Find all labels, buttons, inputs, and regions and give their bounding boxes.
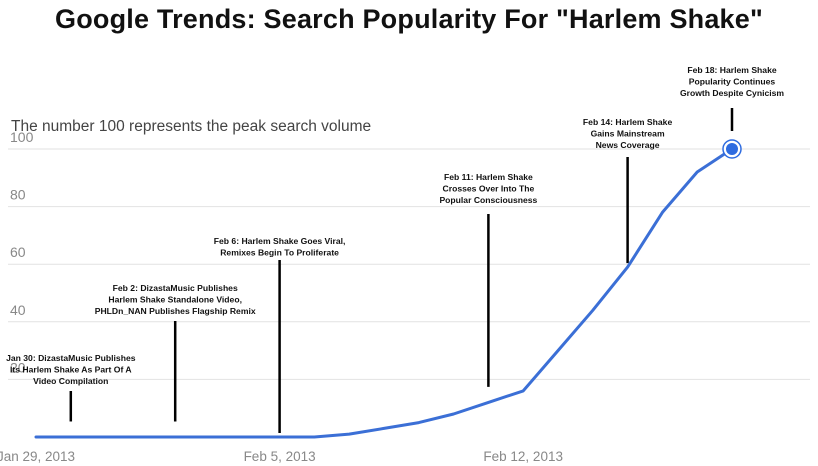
peak-marker-point: [726, 143, 738, 155]
annotation-text: PHLDn_NAN Publishes Flagship Remix: [95, 306, 256, 316]
y-axis-ticks: 20 40 60 80 100: [10, 129, 34, 375]
y-tick-label: 40: [10, 302, 26, 318]
grid-lines: [8, 148, 810, 380]
annotation-text: Growth Despite Cynicism: [680, 88, 784, 98]
y-tick-label: 60: [10, 244, 26, 260]
annotation-text: Feb 2: DizastaMusic Publishes: [113, 283, 238, 293]
series-line: [34, 147, 734, 439]
x-tick-label: Jan 29, 2013: [0, 449, 75, 464]
annotation-text: News Coverage: [596, 140, 660, 150]
annotations: Jan 30: DizastaMusic Publishes Its Harlem…: [6, 65, 784, 433]
annotation-text: Harlem Shake Standalone Video,: [108, 295, 242, 305]
annotation-text: Crosses Over Into The: [443, 184, 535, 194]
x-axis-ticks: Jan 29, 2013 Feb 5, 2013 Feb 12, 2013: [0, 449, 563, 464]
x-tick-label: Feb 12, 2013: [483, 449, 563, 464]
annotation-text: Feb 6: Harlem Shake Goes Viral,: [214, 236, 346, 246]
x-tick-label: Feb 5, 2013: [244, 449, 316, 464]
y-tick-label: 80: [10, 187, 26, 203]
chart-subtitle: The number 100 represents the peak searc…: [11, 118, 372, 135]
annotation-text: Popular Consciousness: [439, 195, 537, 205]
y-tick-label: 100: [10, 129, 34, 145]
annotation-text: Feb 11: Harlem Shake: [444, 172, 533, 182]
series: [34, 139, 742, 439]
annotation-text: Popularity Continues: [689, 77, 776, 87]
annotation-text: Feb 14: Harlem Shake: [583, 117, 673, 127]
chart-title: Google Trends: Search Popularity For "Ha…: [55, 4, 763, 34]
annotation-text: Video Compilation: [33, 376, 108, 386]
y-tick-label: 20: [10, 359, 26, 375]
annotation-text: Feb 18: Harlem Shake: [687, 65, 777, 75]
annotation-text: Remixes Begin To Proliferate: [220, 248, 339, 258]
annotation-text: Jan 30: DizastaMusic Publishes: [6, 353, 136, 363]
annotation-text: Gains Mainstream: [591, 129, 665, 139]
annotation-text: Its Harlem Shake As Part Of A: [10, 365, 132, 375]
